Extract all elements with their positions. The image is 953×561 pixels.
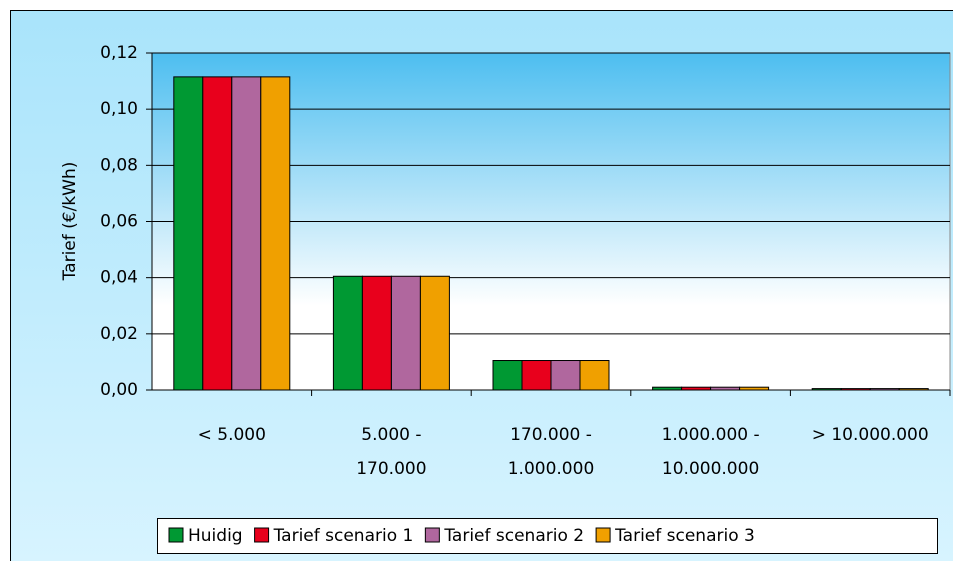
y-tick-label: 0,12 [100,43,138,63]
bar [390,275,421,391]
bar [710,386,741,391]
bar [840,388,871,391]
x-tick-label: 170.000 [356,459,426,479]
bar [492,360,523,391]
bar [202,76,233,391]
x-tick-label: 5.000 - [361,425,421,445]
bar [739,386,770,391]
x-tick-label: 10.000.000 [662,459,759,479]
bar [419,275,450,391]
legend [157,518,938,554]
legend-label: Tarief scenario 1 [273,526,414,546]
bar [521,360,552,391]
x-tick-label: > 10.000.000 [812,425,929,445]
y-tick-label: 0,10 [100,99,138,119]
bar [260,76,291,391]
legend-swatch [595,527,611,543]
legend-swatch [424,527,440,543]
bar [332,275,363,391]
legend-swatch [168,527,184,543]
x-tick-label: 1.000.000 [508,459,595,479]
legend-swatch [254,527,270,543]
x-tick-label: 170.000 - [510,425,592,445]
x-tick-label: 1.000.000 - [662,425,760,445]
bar [811,388,842,391]
bar [898,388,929,391]
bar [652,386,683,391]
y-tick-label: 0,00 [100,380,138,400]
legend-label: Tarief scenario 2 [443,526,584,546]
bar [869,388,900,391]
bar [550,360,581,391]
y-tick-label: 0,06 [100,212,138,232]
bar [173,76,204,391]
bar [231,76,262,391]
x-tick-label: < 5.000 [198,425,266,445]
y-axis-label: Tarief (€/kWh) [60,162,80,282]
bar [579,360,610,391]
bar [361,275,392,391]
legend-label: Tarief scenario 3 [614,526,755,546]
y-tick-label: 0,08 [100,155,138,175]
y-tick-label: 0,02 [100,324,138,344]
legend-label: Huidig [188,526,243,546]
bar [681,386,712,391]
y-tick-label: 0,04 [100,268,138,288]
